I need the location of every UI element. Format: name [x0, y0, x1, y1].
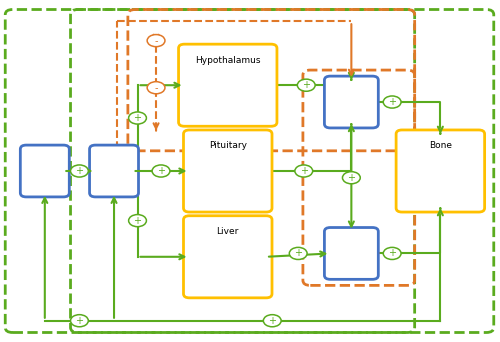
- Circle shape: [290, 247, 307, 260]
- Text: +: +: [388, 248, 396, 259]
- Text: +: +: [348, 173, 356, 183]
- FancyBboxPatch shape: [90, 145, 138, 197]
- Text: +: +: [134, 113, 141, 123]
- Circle shape: [384, 247, 401, 260]
- FancyBboxPatch shape: [184, 130, 272, 212]
- Text: Liver: Liver: [216, 227, 239, 236]
- FancyBboxPatch shape: [178, 44, 277, 126]
- Text: +: +: [302, 80, 310, 90]
- Text: +: +: [300, 166, 308, 176]
- Circle shape: [128, 214, 146, 227]
- Text: -: -: [154, 83, 158, 93]
- Text: +: +: [157, 166, 165, 176]
- Text: +: +: [268, 316, 276, 326]
- FancyBboxPatch shape: [324, 227, 378, 279]
- Circle shape: [384, 96, 401, 108]
- FancyBboxPatch shape: [324, 76, 378, 128]
- Text: +: +: [76, 166, 84, 176]
- Text: +: +: [76, 316, 84, 326]
- Text: +: +: [134, 215, 141, 226]
- Circle shape: [147, 82, 165, 94]
- Text: Bone: Bone: [429, 141, 452, 150]
- Text: -: -: [154, 36, 158, 45]
- Circle shape: [295, 165, 312, 177]
- Text: +: +: [388, 97, 396, 107]
- Circle shape: [264, 315, 281, 327]
- Text: +: +: [294, 248, 302, 259]
- Text: GH: GH: [342, 95, 361, 108]
- FancyBboxPatch shape: [396, 130, 484, 212]
- Circle shape: [70, 315, 88, 327]
- Circle shape: [298, 79, 315, 91]
- Text: T4: T4: [36, 165, 53, 177]
- Circle shape: [342, 172, 360, 184]
- Text: IGF-I: IGF-I: [336, 247, 367, 260]
- FancyBboxPatch shape: [184, 216, 272, 298]
- Circle shape: [152, 165, 170, 177]
- Circle shape: [70, 165, 88, 177]
- FancyBboxPatch shape: [20, 145, 70, 197]
- Text: Hypothalamus: Hypothalamus: [195, 56, 260, 65]
- Circle shape: [147, 35, 165, 47]
- Text: Pituitary: Pituitary: [209, 141, 247, 150]
- Text: T3: T3: [106, 165, 122, 177]
- Circle shape: [128, 112, 146, 124]
